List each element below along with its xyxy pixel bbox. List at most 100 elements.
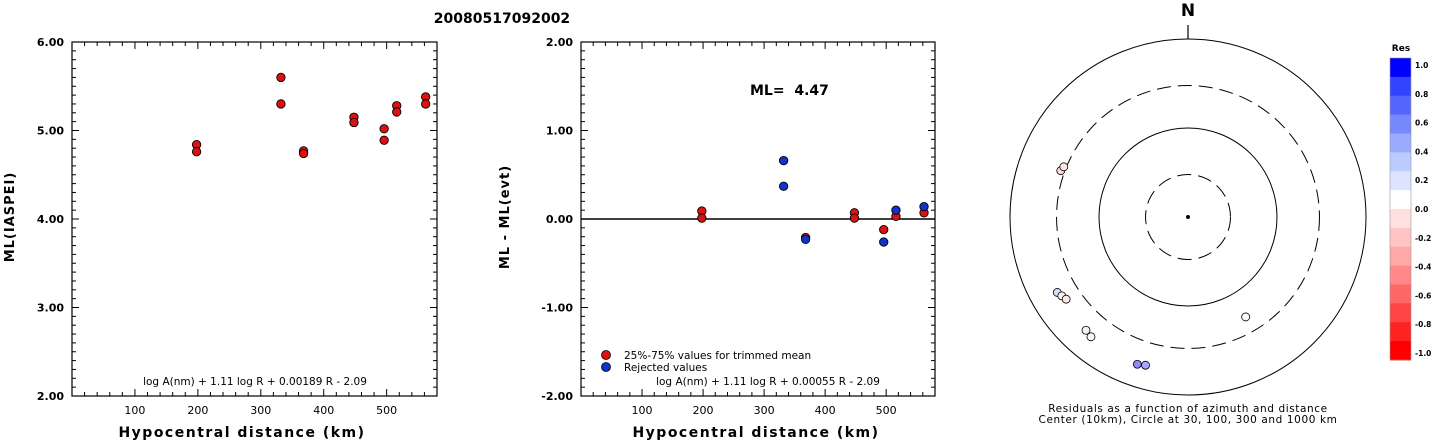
x-tick-label: 400 — [815, 404, 836, 417]
y-tick-label: 1.00 — [546, 125, 573, 138]
map-caption-line1: Residuals as a function of azimuth and d… — [1048, 403, 1328, 415]
data-point — [276, 72, 286, 83]
station-residual-point — [1059, 162, 1069, 172]
x-tick-label: 200 — [187, 404, 208, 417]
data-point — [349, 117, 359, 128]
colorbar-swatch — [1390, 303, 1411, 323]
figure-title: 20080517092002 — [434, 11, 570, 27]
y-tick-label: 5.00 — [37, 125, 64, 138]
x-tick-label: 200 — [693, 404, 714, 417]
panel1-formula: log A(nm) + 1.11 log R + 0.00189 R - 2.0… — [143, 376, 367, 388]
colorbar-swatch — [1390, 76, 1411, 97]
data-point — [778, 181, 789, 191]
colorbar-swatch — [1390, 227, 1411, 248]
data-point — [697, 213, 707, 223]
colorbar-swatch — [1390, 133, 1411, 153]
distance-ring — [1098, 127, 1278, 307]
panel2-xlabel: Hypocentral distance (km) — [632, 425, 879, 441]
x-tick-label: 300 — [754, 404, 775, 417]
colorbar-tick-label: -0.2 — [1415, 234, 1431, 243]
data-point — [919, 201, 929, 212]
legend-label-rejected: Rejected values — [624, 362, 707, 374]
x-tick-label: 500 — [376, 404, 397, 417]
station-residual-point — [1141, 360, 1150, 370]
residual-vs-distance-panel: Hypocentral distance (km) ML - ML(evt) M… — [498, 36, 936, 441]
colorbar-swatch — [1390, 95, 1411, 116]
legend-marker-rejected — [601, 362, 611, 372]
colorbar-title: Res — [1392, 44, 1410, 54]
data-point — [276, 99, 286, 109]
colorbar-swatch — [1390, 284, 1411, 304]
data-point — [379, 124, 389, 134]
plot-frame — [71, 41, 438, 397]
data-point — [778, 155, 789, 166]
y-tick-label: 0.00 — [546, 213, 573, 226]
x-tick-label: 500 — [876, 404, 897, 417]
legend-label-trimmed: 25%-75% values for trimmed mean — [624, 350, 811, 362]
x-tick-label: 400 — [313, 404, 334, 417]
colorbar-tick-label: 0.2 — [1415, 176, 1428, 185]
legend-marker-trimmed — [601, 350, 611, 360]
colorbar-tick-label: -1.0 — [1415, 349, 1431, 358]
station-residual-point — [1132, 359, 1142, 369]
x-tick-label: 100 — [124, 404, 145, 417]
colorbar-frame — [1389, 57, 1412, 361]
north-label: N — [1181, 1, 1195, 21]
colorbar-tick-label: 0.8 — [1415, 90, 1428, 99]
panel1-xlabel: Hypocentral distance (km) — [118, 425, 365, 441]
residual-azimuth-map: N Residuals as a function of azimuth and… — [1009, 1, 1431, 426]
colorbar-swatch — [1390, 341, 1411, 361]
station-residual-point — [1086, 332, 1096, 342]
colorbar-tick-label: 0.6 — [1415, 119, 1428, 128]
distance-ring — [1056, 85, 1320, 349]
colorbar-swatch — [1390, 152, 1411, 172]
data-point — [421, 99, 431, 109]
colorbar-swatch — [1390, 265, 1411, 285]
panel1-ylabel: ML(IASPEI) — [3, 172, 18, 263]
x-tick-label: 100 — [632, 404, 653, 417]
data-point — [191, 147, 202, 157]
colorbar-swatch — [1390, 209, 1411, 229]
y-tick-label: 6.00 — [37, 36, 64, 49]
y-tick-label: -1.00 — [541, 302, 573, 315]
data-point — [379, 135, 389, 145]
legend: 25%-75% values for trimmed mean Rejected… — [601, 350, 811, 374]
data-point — [879, 224, 889, 235]
y-tick-label: -2.00 — [541, 390, 573, 403]
distance-ring — [1009, 38, 1367, 396]
colorbar-swatch — [1390, 171, 1411, 191]
panel2-formula: log A(nm) + 1.11 log R + 0.00055 R - 2.0… — [656, 376, 880, 388]
colorbar-swatch — [1390, 58, 1411, 78]
data-point — [849, 213, 860, 223]
panel2-ylabel: ML - ML(evt) — [498, 165, 513, 269]
colorbar-tick-label: 0.0 — [1415, 205, 1428, 214]
colorbar-swatch — [1390, 190, 1411, 210]
station-residual-point — [1241, 312, 1251, 322]
distance-ring — [1145, 174, 1231, 260]
ml-annotation: ML= 4.47 — [750, 83, 829, 99]
colorbar-tick-label: -0.6 — [1415, 291, 1431, 300]
y-tick-label: 2.00 — [546, 36, 573, 49]
data-point — [800, 234, 811, 245]
map-caption-line2: Center (10km), Circle at 30, 100, 300 an… — [1039, 414, 1338, 426]
station-residual-point — [1081, 325, 1091, 335]
colorbar-swatch — [1390, 322, 1411, 342]
colorbar-tick-label: -0.4 — [1415, 263, 1431, 272]
y-tick-label: 3.00 — [37, 302, 64, 315]
data-point — [392, 107, 402, 117]
colorbar-tick-label: 1.0 — [1415, 61, 1428, 70]
data-point — [891, 205, 901, 215]
epicenter-dot — [1186, 215, 1190, 219]
y-tick-label: 2.00 — [37, 390, 64, 403]
magnitude-vs-distance-panel: Hypocentral distance (km) ML(IASPEI) log… — [3, 36, 438, 441]
colorbar-swatch — [1390, 114, 1411, 134]
colorbar-tick-label: 0.4 — [1415, 147, 1428, 156]
colorbar-swatch — [1390, 246, 1411, 267]
station-residual-point — [1061, 294, 1071, 304]
y-tick-label: 4.00 — [37, 213, 64, 226]
data-point — [879, 237, 889, 247]
data-point — [298, 148, 309, 159]
colorbar-tick-label: -0.8 — [1415, 320, 1431, 329]
x-tick-label: 300 — [250, 404, 271, 417]
